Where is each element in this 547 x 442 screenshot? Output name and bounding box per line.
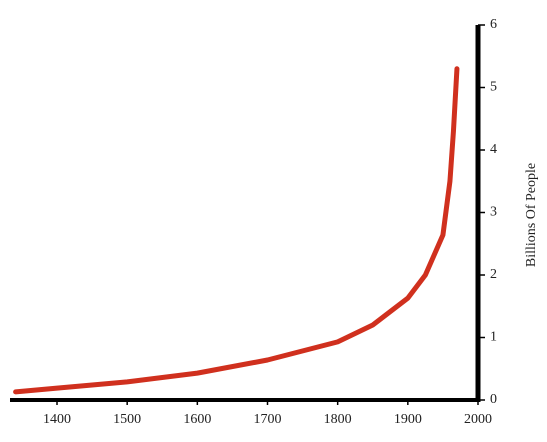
x-tick-label: 2000 — [464, 412, 492, 427]
y-tick-label: 5 — [490, 80, 497, 95]
x-tick-label: 1800 — [324, 412, 352, 427]
y-tick-label: 1 — [490, 330, 497, 345]
x-tick-label: 1600 — [183, 412, 211, 427]
y-tick-label: 4 — [490, 142, 497, 157]
x-tick-label: 1900 — [394, 412, 422, 427]
y-tick-label: 2 — [490, 267, 497, 282]
x-tick-label: 1500 — [113, 412, 141, 427]
x-tick-label: 1400 — [43, 412, 71, 427]
y-tick-label: 3 — [490, 205, 497, 220]
y-tick-label: 6 — [490, 17, 497, 32]
data-line — [13, 66, 460, 395]
y-axis-label: Billions Of People — [524, 163, 539, 267]
y-tick-label: 0 — [490, 392, 497, 407]
x-tick-label: 1700 — [254, 412, 282, 427]
